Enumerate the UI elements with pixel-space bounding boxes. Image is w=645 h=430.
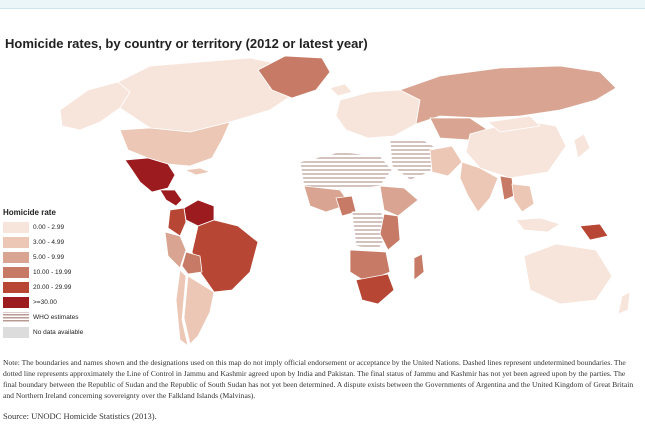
legend-title: Homicide rate — [3, 208, 56, 217]
country-chile[interactable] — [175, 269, 189, 347]
region-southeast-asia[interactable] — [511, 183, 535, 213]
region-indonesia[interactable] — [515, 217, 561, 233]
legend-label: 20.00 - 29.99 — [33, 284, 72, 291]
legend-swatch — [3, 237, 29, 248]
country-greenland[interactable] — [257, 55, 331, 99]
source-line: Source: UNODC Homicide Statistics (2013)… — [3, 411, 157, 421]
legend: Homicide rate 0.00 - 2.99 3.00 - 4.99 5.… — [3, 208, 123, 340]
country-russia[interactable] — [399, 65, 617, 125]
legend-item: WHO estimates — [3, 310, 123, 325]
region-europe[interactable] — [335, 89, 421, 139]
legend-swatch-hatched — [3, 312, 29, 323]
legend-swatch — [3, 297, 29, 308]
country-brazil[interactable] — [191, 219, 259, 293]
country-colombia[interactable] — [167, 207, 187, 237]
region-north-africa[interactable] — [299, 151, 393, 191]
region-horn-of-africa[interactable] — [379, 185, 419, 217]
legend-swatch — [3, 222, 29, 233]
country-iran[interactable] — [429, 145, 463, 177]
country-mexico[interactable] — [124, 157, 176, 193]
legend-swatch — [3, 327, 29, 338]
legend-swatch — [3, 267, 29, 278]
country-india[interactable] — [459, 161, 499, 213]
legend-item: >=30.00 — [3, 295, 123, 310]
legend-label: 10.00 - 19.99 — [33, 269, 72, 276]
country-canada[interactable] — [117, 57, 301, 133]
country-australia[interactable] — [523, 243, 613, 305]
country-japan[interactable] — [573, 133, 591, 159]
legend-item: 3.00 - 4.99 — [3, 235, 123, 250]
country-usa[interactable] — [119, 121, 231, 167]
country-central-america[interactable] — [159, 189, 183, 207]
country-bolivia[interactable] — [181, 251, 203, 275]
country-madagascar[interactable] — [413, 253, 425, 281]
legend-swatch — [3, 252, 29, 263]
country-papua-new-guinea[interactable] — [579, 223, 609, 241]
legend-item: 10.00 - 19.99 — [3, 265, 123, 280]
map-title: Homicide rates, by country or territory … — [5, 36, 368, 51]
legend-label: 5.00 - 9.99 — [33, 254, 65, 261]
country-argentina[interactable] — [183, 275, 215, 345]
legend-label: 3.00 - 4.99 — [33, 239, 65, 246]
legend-label: >=30.00 — [33, 299, 57, 306]
top-band — [0, 0, 645, 9]
country-alaska[interactable] — [59, 81, 131, 131]
country-peru[interactable] — [164, 231, 187, 269]
country-mongolia[interactable] — [487, 115, 541, 133]
country-myanmar[interactable] — [499, 175, 515, 201]
legend-label: No data available — [33, 329, 84, 336]
country-iceland[interactable] — [329, 83, 353, 97]
country-new-zealand[interactable] — [617, 291, 631, 315]
country-south-africa[interactable] — [355, 273, 395, 305]
legend-item: 0.00 - 2.99 — [3, 220, 123, 235]
region-east-africa[interactable] — [379, 213, 401, 251]
legend-item: 5.00 - 9.99 — [3, 250, 123, 265]
legend-swatch — [3, 282, 29, 293]
legend-item: No data available — [3, 325, 123, 340]
map-note: Note: The boundaries and names shown and… — [3, 358, 634, 400]
world-map — [59, 55, 631, 347]
legend-item: 20.00 - 29.99 — [3, 280, 123, 295]
legend-label: 0.00 - 2.99 — [33, 224, 65, 231]
country-cuba[interactable] — [184, 167, 211, 176]
region-middle-east[interactable] — [389, 137, 441, 181]
legend-label: WHO estimates — [33, 314, 79, 321]
